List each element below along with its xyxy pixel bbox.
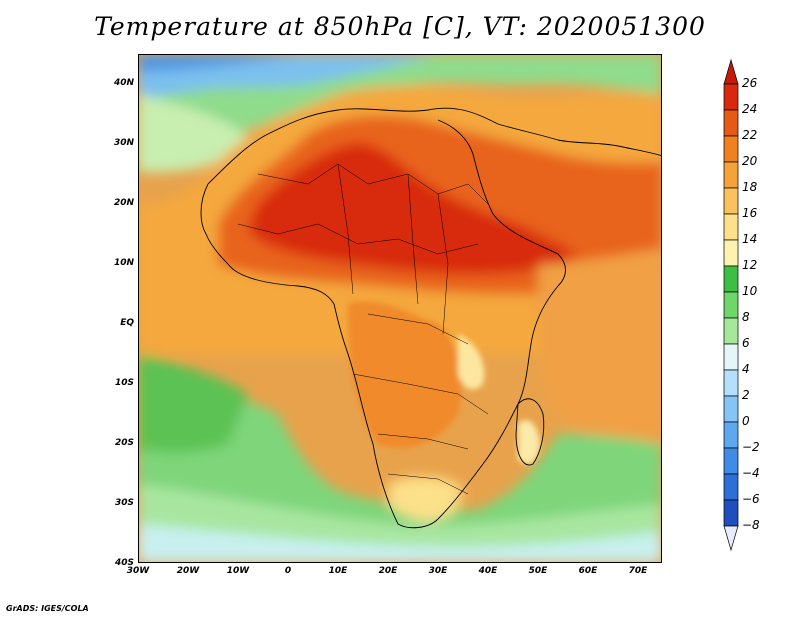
colorbar-tick-label: 22	[742, 128, 758, 142]
map-panel	[138, 54, 662, 563]
colorbar-upper-extend	[723, 58, 739, 85]
credit-text: GrADS: IGES/COLA	[6, 604, 89, 613]
colorbar-tick-label: 10	[742, 284, 758, 298]
longitude-tick-label: 40E	[478, 566, 498, 576]
colorbar-tick-label: 16	[742, 206, 758, 220]
land-detail	[348, 301, 540, 464]
longitude-tick-label: 20W	[176, 566, 200, 576]
colorbar-bin	[723, 213, 739, 241]
longitude-tick-label: 30W	[126, 566, 150, 576]
temperature-map	[138, 54, 662, 563]
colorbar-tick-label: 26	[742, 76, 758, 90]
longitude-tick-label: 70E	[628, 566, 648, 576]
field-layers	[138, 54, 662, 563]
colorbar-bin	[723, 473, 739, 501]
colorbar-tick-label: 6	[742, 336, 750, 350]
longitude-tick-label: 10E	[328, 566, 348, 576]
colorbar-bin	[723, 369, 739, 397]
country-borders	[237, 163, 489, 495]
longitude-tick-label: 10W	[226, 566, 250, 576]
latitude-tick-label: 20S	[114, 438, 134, 448]
colorbar-bin	[723, 395, 739, 423]
colorbar-tick-label: −8	[742, 518, 760, 532]
colorbar-bin	[723, 239, 739, 267]
colorbar-tick-label: 18	[742, 180, 758, 194]
longitude-tick-label: 0	[284, 566, 292, 576]
latitude-tick-label: 10S	[114, 378, 134, 388]
colorbar-bin	[723, 499, 739, 527]
colorbar-tick-label: 2	[742, 388, 750, 402]
colorbar-bin	[723, 291, 739, 319]
colorbar-tick-label: 0	[742, 414, 750, 428]
map-frame	[138, 54, 662, 563]
colorbar-bin	[723, 317, 739, 345]
colorbar-lower-extend	[723, 525, 739, 552]
latitude-tick-label: EQ	[120, 318, 134, 328]
longitude-tick-label: 50E	[528, 566, 548, 576]
colorbar-tick-label: −6	[742, 492, 760, 506]
longitude-tick-label: 20E	[378, 566, 398, 576]
colorbar-tick-label: 4	[742, 362, 750, 376]
colorbar-bin	[723, 265, 739, 293]
colorbar-bin	[723, 343, 739, 371]
colorbar-bin	[723, 161, 739, 189]
colorbar-tick-label: 12	[742, 258, 758, 272]
colorbar-tick-label: −4	[742, 466, 760, 480]
colorbar-bin	[723, 447, 739, 475]
colorbar-bin	[723, 135, 739, 163]
colorbar-bin	[723, 187, 739, 215]
colorbar-bin	[723, 83, 739, 111]
coastline	[200, 107, 662, 529]
colorbar-tick-label: 14	[742, 232, 758, 246]
latitude-tick-label: 30S	[114, 498, 134, 508]
colorbar-tick-label: 24	[742, 102, 758, 116]
colorbar-bin	[723, 109, 739, 137]
latitude-tick-label: 10N	[113, 258, 134, 268]
latitude-tick-label: 40S	[114, 558, 134, 568]
longitude-tick-label: 60E	[578, 566, 598, 576]
latitude-tick-label: 30N	[113, 138, 134, 148]
latitude-tick-label: 40N	[113, 78, 134, 88]
colorbar-tick-label: 20	[742, 154, 758, 168]
longitude-tick-label: 30E	[428, 566, 448, 576]
colorbar-tick-label: 8	[742, 310, 750, 324]
plot-title: Temperature at 850hPa [C], VT: 202005130…	[94, 12, 706, 41]
latitude-tick-label: 20N	[113, 198, 134, 208]
colorbar-bin	[723, 421, 739, 449]
colorbar-tick-label: −2	[742, 440, 760, 454]
